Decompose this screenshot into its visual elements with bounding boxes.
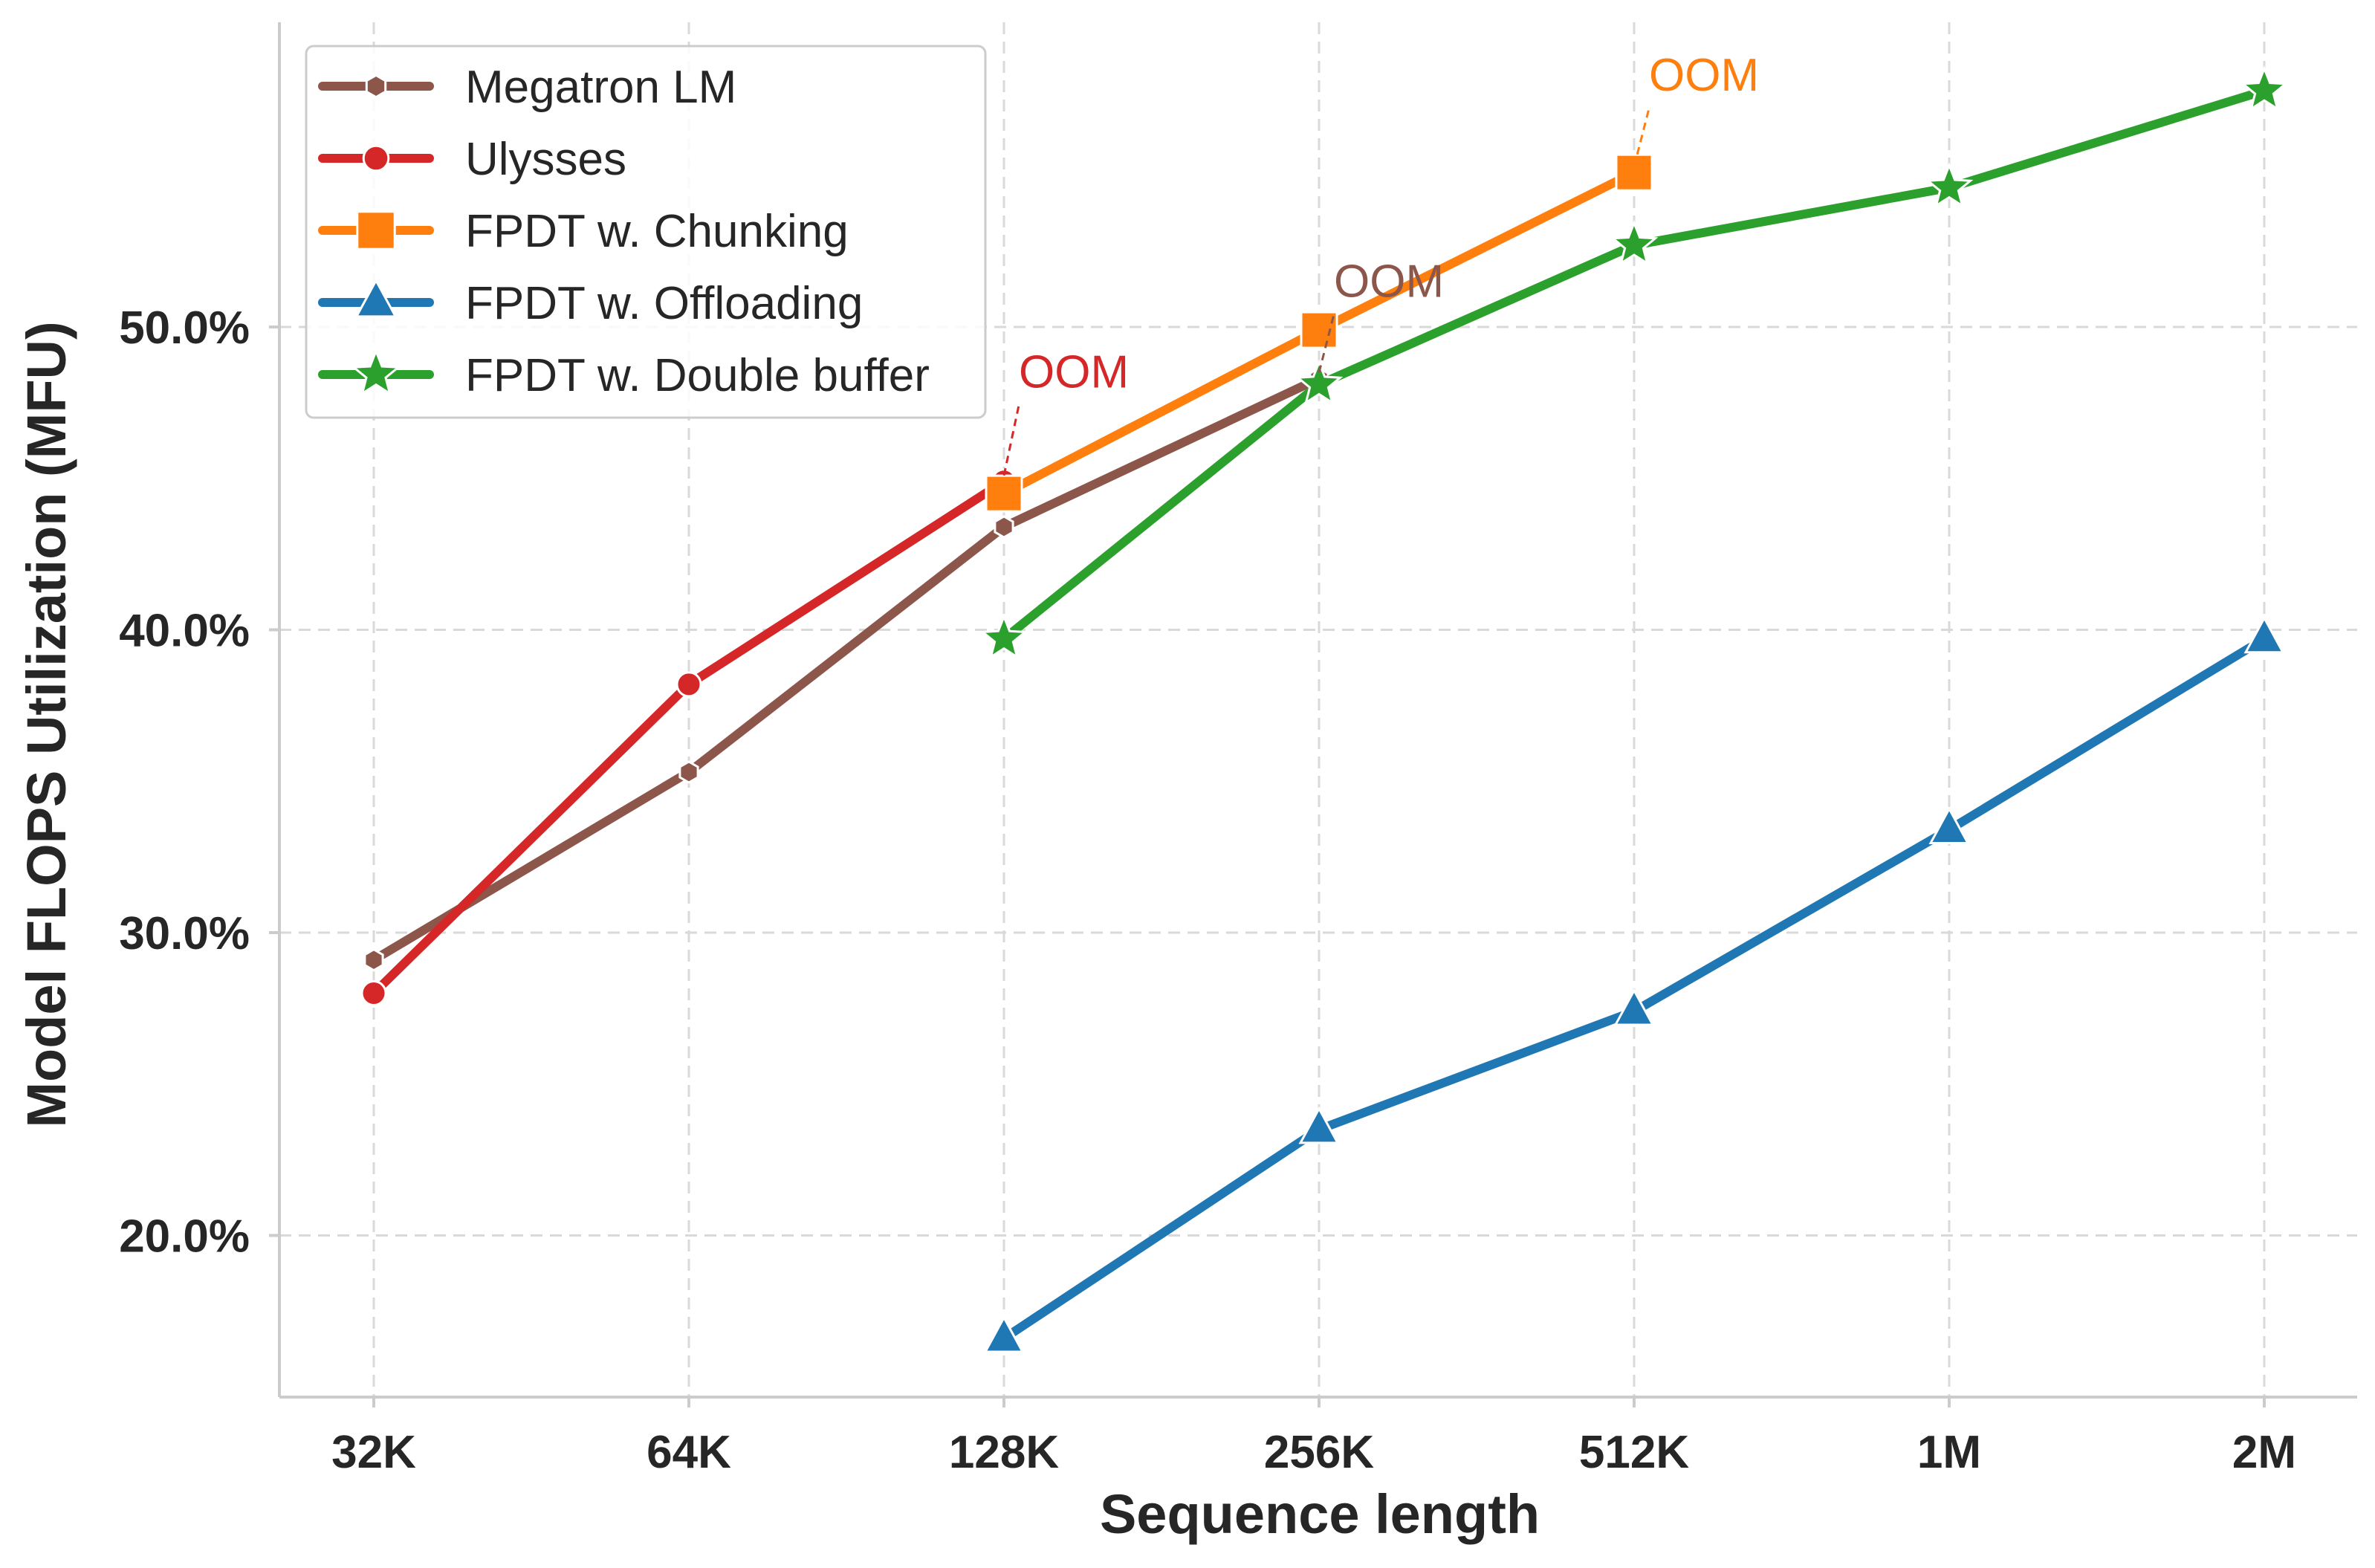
oom-leader-line: [1002, 405, 1020, 476]
series-line: [369, 374, 1323, 965]
point-marker: [678, 760, 699, 784]
point-marker: [1615, 153, 1653, 192]
point-marker: [1300, 311, 1338, 349]
x-tick-label: 128K: [949, 1427, 1059, 1478]
point-marker: [994, 515, 1014, 539]
point-marker: [1928, 806, 1970, 844]
point-marker: [1295, 359, 1344, 406]
x-axis-label: Sequence length: [1100, 1483, 1540, 1545]
x-tick-label: 2M: [2232, 1427, 2296, 1478]
point-marker: [365, 74, 387, 99]
y-tick-label: 50.0%: [119, 302, 250, 354]
series-fpdt-w-double-buffer: [979, 65, 2289, 660]
x-tick-label: 32K: [331, 1427, 416, 1478]
x-tick-label: 256K: [1264, 1427, 1374, 1478]
point-marker: [356, 210, 396, 250]
legend-box: [305, 45, 987, 419]
oom-leader-line: [1633, 108, 1650, 167]
series-fpdt-w-chunking: [985, 153, 1653, 513]
point-marker: [675, 671, 702, 698]
point-marker: [362, 144, 390, 172]
point-marker: [985, 474, 1023, 513]
legend-item: Ulysses: [318, 134, 626, 185]
point-marker: [1925, 162, 1974, 209]
y-tick-label: 30.0%: [119, 908, 250, 959]
legend: Megatron LM Ulysses FPDT w. Chunking FPDT w…: [305, 45, 987, 419]
point-marker: [354, 278, 398, 318]
point-marker: [351, 348, 401, 396]
y-tick-label: 20.0%: [119, 1211, 250, 1263]
series-fpdt-w-offloading: [983, 615, 2285, 1353]
point-marker: [1610, 219, 1659, 266]
oom-leader-line: [1318, 314, 1335, 373]
series-megatron-lm: [363, 366, 1329, 972]
oom-label: OOM: [1649, 50, 1759, 101]
x-tick-label: 512K: [1579, 1427, 1689, 1478]
legend-item: Megatron LM: [318, 62, 736, 113]
point-marker: [360, 980, 387, 1006]
y-tick-label: 40.0%: [119, 606, 250, 657]
x-tick-label: 1M: [1917, 1427, 1981, 1478]
legend-label: Ulysses: [465, 134, 626, 185]
oom-label: OOM: [1019, 347, 1129, 398]
point-marker: [1613, 988, 1655, 1026]
point-marker: [363, 947, 384, 972]
series-lines: [360, 65, 2289, 1353]
legend-label: FPDT w. Chunking: [465, 206, 849, 257]
grid: [279, 22, 2357, 1397]
oom-annotations: OOM OOM OOM: [1002, 50, 1759, 476]
legend-item: FPDT w. Offloading: [318, 278, 863, 329]
point-marker: [979, 613, 1028, 660]
point-marker: [2243, 615, 2285, 654]
axes: 32K 64K 128K 256K 512K 1M 2M 20.0% 30.0% 40.0% 50.…: [119, 22, 2357, 1478]
legend-item: FPDT w. Double buffer: [318, 348, 930, 401]
legend-label: FPDT w. Offloading: [465, 278, 863, 329]
legend-label: FPDT w. Double buffer: [465, 350, 930, 401]
x-tick-label: 64K: [647, 1427, 731, 1478]
point-marker: [1298, 1106, 1340, 1144]
y-axis-label: Model FLOPS Utilization (MFU): [16, 321, 77, 1127]
legend-item: FPDT w. Chunking: [318, 206, 849, 257]
point-marker: [983, 1315, 1025, 1353]
point-marker: [2240, 65, 2289, 111]
legend-label: Megatron LM: [465, 62, 736, 113]
oom-label: OOM: [1334, 256, 1444, 307]
